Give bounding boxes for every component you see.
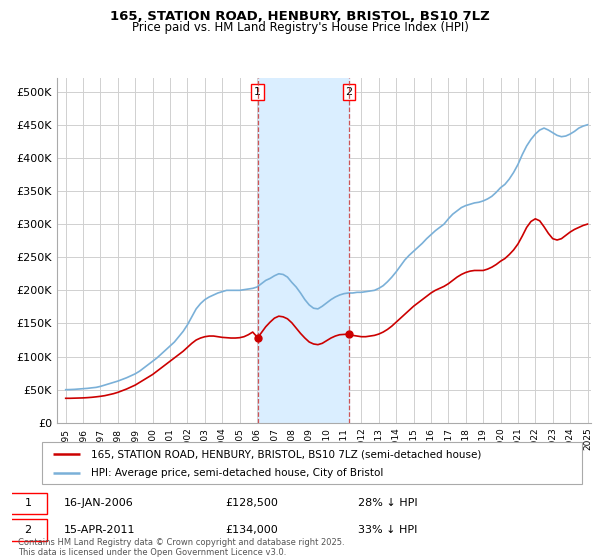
Text: £134,000: £134,000 <box>225 525 278 535</box>
Text: 2: 2 <box>25 525 32 535</box>
FancyBboxPatch shape <box>9 493 47 514</box>
Text: 1: 1 <box>25 498 32 508</box>
Text: 165, STATION ROAD, HENBURY, BRISTOL, BS10 7LZ (semi-detached house): 165, STATION ROAD, HENBURY, BRISTOL, BS1… <box>91 449 481 459</box>
Text: 1: 1 <box>254 87 261 97</box>
Text: 33% ↓ HPI: 33% ↓ HPI <box>358 525 417 535</box>
Text: 15-APR-2011: 15-APR-2011 <box>64 525 136 535</box>
Text: 28% ↓ HPI: 28% ↓ HPI <box>358 498 417 508</box>
Text: 2: 2 <box>346 87 353 97</box>
Text: £128,500: £128,500 <box>225 498 278 508</box>
Text: 16-JAN-2006: 16-JAN-2006 <box>64 498 134 508</box>
FancyBboxPatch shape <box>9 519 47 540</box>
Text: HPI: Average price, semi-detached house, City of Bristol: HPI: Average price, semi-detached house,… <box>91 469 383 478</box>
Text: 165, STATION ROAD, HENBURY, BRISTOL, BS10 7LZ: 165, STATION ROAD, HENBURY, BRISTOL, BS1… <box>110 10 490 22</box>
Bar <box>258 78 349 423</box>
Text: Price paid vs. HM Land Registry's House Price Index (HPI): Price paid vs. HM Land Registry's House … <box>131 21 469 34</box>
Text: Contains HM Land Registry data © Crown copyright and database right 2025.
This d: Contains HM Land Registry data © Crown c… <box>18 538 344 557</box>
